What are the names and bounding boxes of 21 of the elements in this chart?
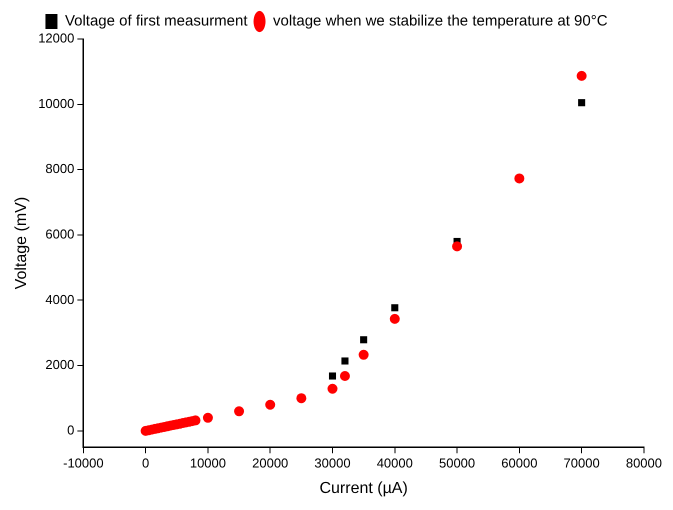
x-tick-label: 70000	[564, 456, 600, 471]
y-tick-label: 8000	[45, 161, 74, 176]
x-tick-label: 60000	[501, 456, 538, 471]
y-tick-label: 6000	[45, 226, 74, 242]
x-axis-title: Current (µA)	[319, 480, 408, 497]
x-tick-label: -10000	[63, 456, 104, 471]
y-tick-label: 12000	[38, 30, 74, 46]
y-tick-label: 2000	[45, 357, 74, 372]
y-axis-title: Voltage (mV)	[13, 196, 30, 290]
x-tick-label: 0	[142, 456, 150, 471]
y-tick-label: 10000	[38, 96, 74, 111]
x-tick-label: 50000	[438, 456, 476, 471]
y-tick-label: 4000	[45, 292, 74, 307]
x-tick-label: 10000	[190, 456, 226, 471]
x-tick-label: 20000	[252, 456, 288, 471]
x-tick-label: 40000	[376, 456, 413, 471]
x-tick-label: 80000	[626, 456, 662, 471]
x-tick-label: 30000	[314, 456, 351, 471]
y-tick-label: 0	[67, 422, 74, 438]
legend-label: voltage when we stabilize the temperature at 90°C	[273, 12, 608, 30]
legend-label: Voltage of first measurment	[64, 12, 248, 30]
